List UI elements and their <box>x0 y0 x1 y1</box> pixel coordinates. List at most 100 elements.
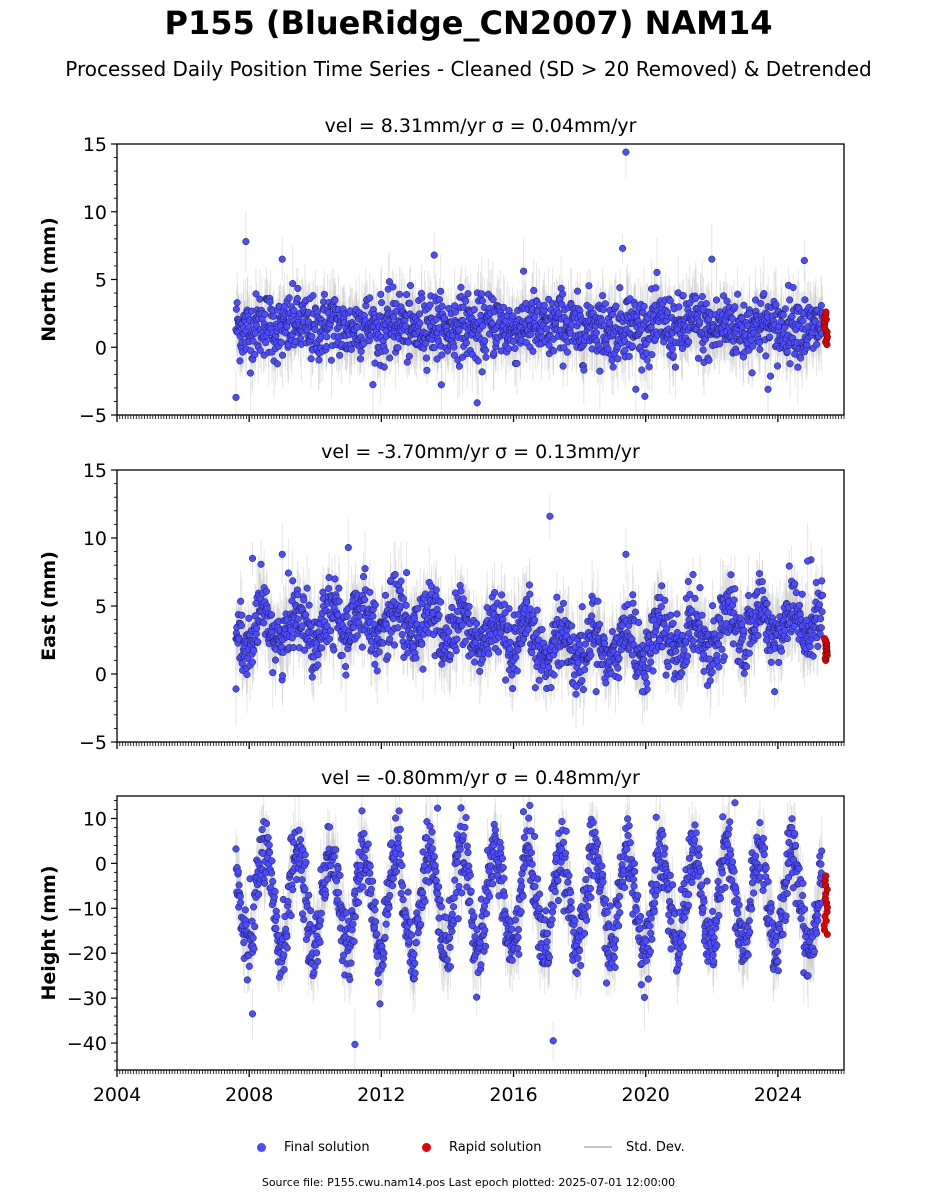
final-solution-point <box>260 619 268 627</box>
final-solution-point <box>360 340 368 348</box>
final-solution-point <box>757 299 765 308</box>
final-solution-point <box>244 655 252 663</box>
final-solution-point <box>599 292 607 300</box>
final-solution-point <box>440 314 449 322</box>
final-solution-point <box>540 301 548 309</box>
final-solution-point <box>645 363 653 371</box>
final-solution-point <box>732 348 740 356</box>
final-solution-point <box>529 347 537 355</box>
final-solution-point <box>738 314 746 322</box>
final-solution-point <box>237 597 245 605</box>
final-solution-point <box>451 308 460 316</box>
final-solution-point <box>520 267 528 275</box>
final-solution-point <box>381 347 389 355</box>
data-layer <box>232 493 831 730</box>
final-solution-point <box>505 307 513 315</box>
final-solution-point <box>269 669 277 677</box>
final-solution-point <box>513 359 521 368</box>
final-solution-point <box>238 611 246 619</box>
final-solution-point <box>395 290 404 298</box>
final-solution-point <box>405 352 413 360</box>
final-solution-point <box>621 346 629 354</box>
final-solution-point <box>232 305 240 313</box>
final-solution-point <box>694 354 703 362</box>
final-solution-point <box>389 283 397 291</box>
final-solution-point <box>766 333 774 341</box>
final-solution-point <box>788 312 796 320</box>
final-solution-point <box>606 319 614 327</box>
final-solution-point <box>254 638 262 646</box>
final-solution-point <box>563 317 571 325</box>
final-solution-point <box>242 238 250 246</box>
final-solution-point <box>253 624 261 632</box>
final-solution-point <box>331 296 339 304</box>
final-solution-point <box>284 569 292 577</box>
final-solution-point <box>366 294 374 302</box>
final-solution-point <box>766 372 775 380</box>
final-solution-point <box>251 351 259 359</box>
final-solution-point <box>731 303 739 311</box>
final-solution-point <box>404 338 413 346</box>
final-solution-point <box>273 360 281 368</box>
final-solution-point <box>327 356 335 364</box>
final-solution-point <box>740 301 748 309</box>
final-solution-point <box>450 351 458 359</box>
panel-title: vel = 8.31mm/yr σ = 0.04mm/yr <box>325 115 637 137</box>
y-tick-label: 10 <box>83 202 107 224</box>
final-solution-point <box>813 340 821 348</box>
final-solution-point <box>416 319 424 327</box>
final-solution-point <box>266 298 274 306</box>
final-solution-point <box>527 330 535 338</box>
final-solution-point <box>559 362 567 370</box>
final-solution-point <box>756 345 764 354</box>
final-solution-point <box>608 356 616 364</box>
final-solution-point <box>307 355 315 363</box>
final-solution-point <box>801 296 809 304</box>
final-solution-point <box>625 352 633 360</box>
final-solution-point <box>728 315 737 323</box>
final-solution-point <box>794 363 802 371</box>
final-solution-point <box>293 294 301 303</box>
final-solution-point <box>392 300 400 308</box>
final-solution-point <box>489 296 497 304</box>
final-solution-point <box>622 148 630 156</box>
final-solution-point <box>268 611 276 619</box>
final-solution-point <box>604 345 612 353</box>
final-solution-point <box>719 292 728 300</box>
final-solution-point <box>747 336 755 344</box>
final-solution-point <box>291 337 299 345</box>
final-solution-point <box>783 348 791 356</box>
final-solution-point <box>786 360 794 368</box>
chart-subtitle: Processed Daily Position Time Series - C… <box>65 57 872 81</box>
final-solution-point <box>616 284 624 292</box>
final-solution-point <box>712 296 721 304</box>
final-solution-point <box>511 344 519 352</box>
final-solution-point <box>430 344 438 352</box>
final-solution-point <box>315 356 323 364</box>
final-solution-point <box>403 358 411 366</box>
final-solution-point <box>464 290 472 298</box>
final-solution-point <box>490 349 498 357</box>
final-solution-point <box>580 366 588 374</box>
final-solution-point <box>679 292 687 300</box>
final-solution-point <box>322 343 330 351</box>
final-solution-point <box>256 295 264 303</box>
final-solution-point <box>628 342 636 350</box>
final-solution-point <box>675 303 683 311</box>
final-solution-point <box>619 244 627 252</box>
final-solution-point <box>479 322 487 330</box>
final-solution-point <box>643 356 651 364</box>
final-solution-point <box>632 385 640 393</box>
final-solution-point <box>641 392 649 400</box>
rapid-solution-point <box>822 308 830 316</box>
final-solution-point <box>237 622 245 630</box>
final-solution-point <box>612 302 620 310</box>
final-solution-point <box>386 354 394 362</box>
y-tick-label: 5 <box>95 270 107 292</box>
final-solution-point <box>779 311 787 319</box>
final-solution-point <box>760 290 768 298</box>
final-solution-point <box>233 299 241 307</box>
final-solution-point <box>438 351 446 359</box>
final-solution-point <box>723 297 731 305</box>
final-solution-point <box>478 297 487 305</box>
